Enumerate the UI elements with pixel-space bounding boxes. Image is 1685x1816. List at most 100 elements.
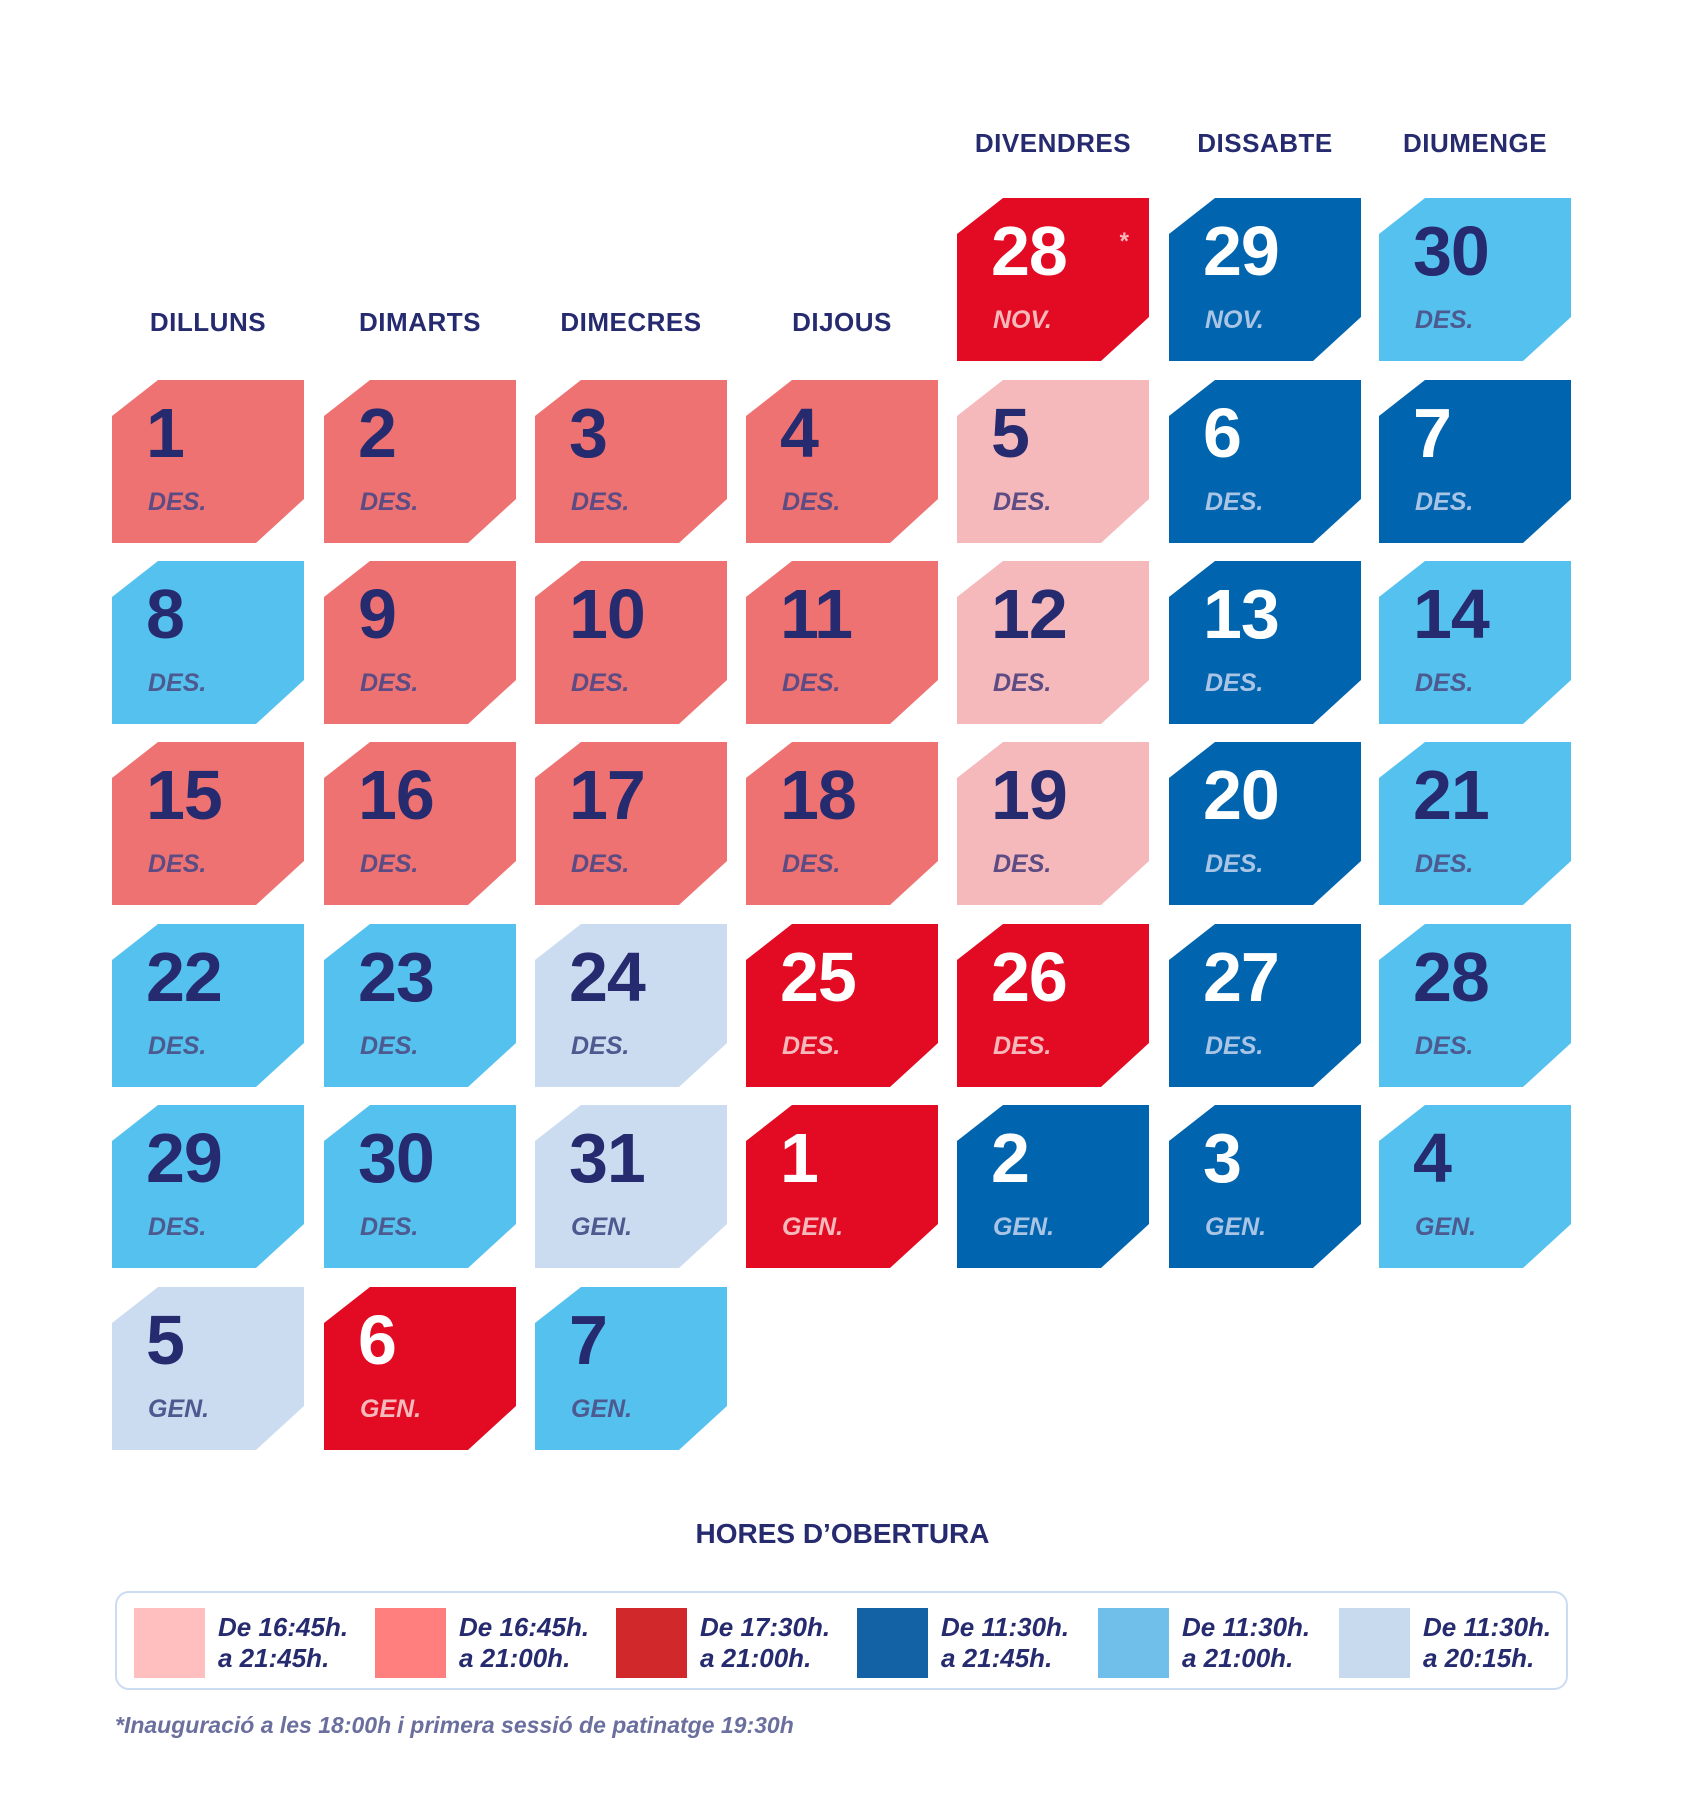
day-tile[interactable]: 21 DES. <box>1379 742 1571 905</box>
day-number: 6 <box>1203 394 1242 472</box>
day-number: 18 <box>780 756 857 834</box>
legend-hours: De 16:45h. a 21:45h. <box>218 1612 368 1674</box>
day-tile[interactable]: 29 NOV. <box>1169 198 1361 361</box>
legend-from: De 11:30h. <box>1423 1612 1552 1642</box>
month-label: DES. <box>993 1032 1052 1060</box>
month-label: DES. <box>148 488 207 516</box>
day-tile[interactable]: 10 DES. <box>535 561 727 724</box>
day-number: 4 <box>780 394 819 472</box>
day-tile[interactable]: 12 DES. <box>957 561 1149 724</box>
day-tile[interactable]: 30 DES. <box>1379 198 1571 361</box>
month-label: DES. <box>1205 1032 1264 1060</box>
day-tile[interactable]: 4 DES. <box>746 380 938 543</box>
day-tile[interactable]: 3 GEN. <box>1169 1105 1361 1268</box>
day-tile[interactable]: 7 DES. <box>1379 380 1571 543</box>
day-tile[interactable]: 20 DES. <box>1169 742 1361 905</box>
day-tile[interactable]: 13 DES. <box>1169 561 1361 724</box>
day-tile[interactable]: 6 GEN. <box>324 1287 516 1450</box>
weekday-header: DIMECRES <box>560 307 702 337</box>
month-label: DES. <box>360 1032 419 1060</box>
legend-from: De 11:30h. <box>941 1612 1070 1642</box>
day-tile[interactable]: 25 DES. <box>746 924 938 1087</box>
legend-swatch <box>1098 1608 1169 1678</box>
day-tile[interactable]: 2 DES. <box>324 380 516 543</box>
day-number: 11 <box>780 575 853 653</box>
day-number: 10 <box>569 575 646 653</box>
weekday-header: DIVENDRES <box>974 128 1132 158</box>
legend-from: De 17:30h. <box>700 1612 831 1642</box>
day-number: 16 <box>358 756 435 834</box>
day-number: 31 <box>569 1119 646 1197</box>
day-tile[interactable]: 27 DES. <box>1169 924 1361 1087</box>
month-label: DES. <box>360 850 419 878</box>
day-number: 13 <box>1203 575 1280 653</box>
day-tile[interactable]: 1 DES. <box>112 380 304 543</box>
legend: De 16:45h. a 21:45h. De 16:45h. a 21:00h. De… <box>115 1591 1568 1690</box>
month-label: GEN. <box>148 1395 210 1423</box>
day-number: 1 <box>780 1119 819 1197</box>
month-label: DES. <box>782 488 841 516</box>
day-number: 29 <box>146 1119 223 1197</box>
day-tile[interactable]: 19 DES. <box>957 742 1149 905</box>
month-label: DES. <box>782 850 841 878</box>
month-label: DES. <box>782 669 841 697</box>
day-number: 30 <box>1413 212 1490 290</box>
month-label: GEN. <box>360 1395 422 1423</box>
day-tile[interactable]: 6 DES. <box>1169 380 1361 543</box>
day-tile[interactable]: 7 GEN. <box>535 1287 727 1450</box>
weekday-header: DILLUNS <box>149 307 267 337</box>
day-tile[interactable]: 31 GEN. <box>535 1105 727 1268</box>
day-tile[interactable]: 5 DES. <box>957 380 1149 543</box>
month-label: DES. <box>571 488 630 516</box>
legend-swatch <box>375 1608 446 1678</box>
day-tile[interactable]: 17 DES. <box>535 742 727 905</box>
day-tile[interactable]: 9 DES. <box>324 561 516 724</box>
month-label: DES. <box>1415 306 1474 334</box>
day-tile[interactable]: 2 GEN. <box>957 1105 1149 1268</box>
day-number: 24 <box>569 938 646 1016</box>
day-number: 7 <box>1413 394 1452 472</box>
month-label: DES. <box>571 1032 630 1060</box>
month-label: DES. <box>993 850 1052 878</box>
day-number: 5 <box>991 394 1030 472</box>
month-label: GEN. <box>571 1213 633 1241</box>
day-tile[interactable]: 1 GEN. <box>746 1105 938 1268</box>
month-label: DES. <box>360 488 419 516</box>
day-number: 29 <box>1203 212 1280 290</box>
month-label: DES. <box>360 1213 419 1241</box>
legend-from: De 11:30h. <box>1182 1612 1311 1642</box>
day-tile[interactable]: 3 DES. <box>535 380 727 543</box>
month-label: DES. <box>1415 850 1474 878</box>
day-number: 6 <box>358 1301 397 1379</box>
day-tile[interactable]: 24 DES. <box>535 924 727 1087</box>
day-tile[interactable]: 15 DES. <box>112 742 304 905</box>
day-tile[interactable]: 28 DES. <box>1379 924 1571 1087</box>
day-number: 14 <box>1413 575 1490 653</box>
day-tile[interactable]: 8 DES. <box>112 561 304 724</box>
day-tile[interactable]: 23 DES. <box>324 924 516 1087</box>
day-tile[interactable]: 29 DES. <box>112 1105 304 1268</box>
day-number: 21 <box>1413 756 1490 834</box>
month-label: DES. <box>148 669 207 697</box>
day-tile[interactable]: 11 DES. <box>746 561 938 724</box>
weekday-header: DISSABTE <box>1197 128 1333 158</box>
legend-swatch <box>134 1608 205 1678</box>
month-label: DES. <box>993 669 1052 697</box>
day-number: 30 <box>358 1119 435 1197</box>
day-tile[interactable]: 16 DES. <box>324 742 516 905</box>
day-tile[interactable]: 4 GEN. <box>1379 1105 1571 1268</box>
weekday-header: DIJOUS <box>792 307 892 337</box>
day-number: 9 <box>358 575 397 653</box>
legend-swatch <box>1339 1608 1410 1678</box>
month-label: NOV. <box>1205 306 1264 334</box>
day-tile[interactable]: 28 NOV. * <box>957 198 1149 361</box>
day-tile[interactable]: 26 DES. <box>957 924 1149 1087</box>
day-tile[interactable]: 5 GEN. <box>112 1287 304 1450</box>
day-tile[interactable]: 22 DES. <box>112 924 304 1087</box>
month-label: DES. <box>1415 669 1474 697</box>
day-tile[interactable]: 18 DES. <box>746 742 938 905</box>
day-number: 8 <box>146 575 185 653</box>
day-tile[interactable]: 30 DES. <box>324 1105 516 1268</box>
day-tile[interactable]: 14 DES. <box>1379 561 1571 724</box>
legend-swatch <box>616 1608 687 1678</box>
